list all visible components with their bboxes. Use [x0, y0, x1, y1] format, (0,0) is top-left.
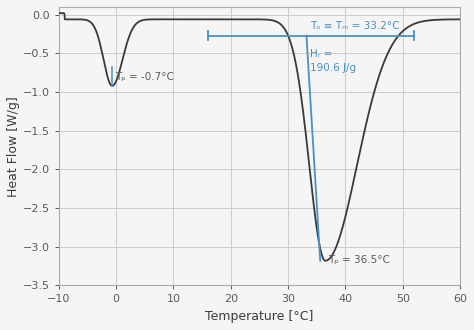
X-axis label: Temperature [°C]: Temperature [°C] [205, 310, 314, 323]
Text: Tₒ ≡ Tₘ = 33.2°C: Tₒ ≡ Tₘ = 33.2°C [310, 20, 400, 31]
Text: Tₚ = 36.5°C: Tₚ = 36.5°C [328, 254, 390, 265]
Text: Tₚ = -0.7°C: Tₚ = -0.7°C [115, 72, 174, 82]
Y-axis label: Heat Flow [W/g]: Heat Flow [W/g] [7, 96, 20, 197]
Text: Hᵣ =
190.6 J/g: Hᵣ = 190.6 J/g [310, 50, 356, 74]
